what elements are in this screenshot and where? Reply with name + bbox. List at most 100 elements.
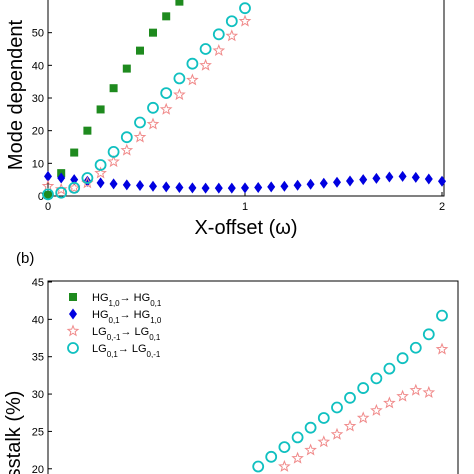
top-series-star-point xyxy=(133,130,147,143)
top-series-circle-point xyxy=(186,57,199,70)
top-series-diamond-point xyxy=(411,171,420,183)
top-series-circle-point xyxy=(68,181,81,194)
top-plot-frame xyxy=(47,0,445,197)
top-series-diamond-point xyxy=(319,177,328,189)
bottom-series-star-point xyxy=(435,342,449,355)
top-x-tick-label: 0 xyxy=(45,201,51,213)
top-series-star-point xyxy=(107,155,120,168)
top-series-diamond-point xyxy=(293,179,302,191)
top-series-diamond-point xyxy=(44,170,52,182)
top-series-square-point xyxy=(162,12,171,21)
top-series-star-point xyxy=(94,166,107,179)
bottom-series-circle-point xyxy=(370,372,383,385)
bottom-series-star-point xyxy=(356,411,370,424)
top-series-square-point xyxy=(175,0,184,6)
top-series-diamond-point xyxy=(424,173,433,185)
top-series-circle-point xyxy=(81,172,94,184)
top-series-star-point xyxy=(186,73,199,86)
bottom-series-star-point xyxy=(396,389,409,402)
legend-square-marker xyxy=(69,293,77,301)
top-series-diamond-point xyxy=(306,178,315,190)
bottom-series-circle-point xyxy=(344,391,356,404)
top-series-square-point xyxy=(135,46,144,55)
bottom-series-circle-point xyxy=(265,450,278,463)
top-series-diamond-point xyxy=(135,180,144,192)
legend-entry-label: HG0,1→ HG1,0 xyxy=(92,309,162,325)
top-x-tick-label: 2 xyxy=(439,201,445,213)
top-series-circle-point xyxy=(147,101,159,114)
top-series-circle-point xyxy=(239,2,251,15)
top-series-star-point xyxy=(159,102,173,115)
top-series-diamond-point xyxy=(359,174,368,186)
top-series-circle-point xyxy=(120,131,133,144)
bottom-series-circle-point xyxy=(422,328,435,341)
top-series-square-point xyxy=(70,148,79,157)
bottom-series-circle-point xyxy=(252,460,265,473)
top-series-diamond-point xyxy=(149,180,158,192)
bottom-series-circle-point xyxy=(317,412,330,424)
top-series-diamond-point xyxy=(346,175,355,187)
top-series-diamond-point xyxy=(227,182,236,194)
top-series-circle-point xyxy=(107,145,120,158)
bottom-y-tick-label: 25 xyxy=(32,426,44,438)
bottom-y-tick-label: 40 xyxy=(32,314,44,326)
bottom-series-star-point xyxy=(409,383,423,396)
top-y-tick-label: 20 xyxy=(32,126,44,138)
bottom-series-star-point xyxy=(330,427,344,440)
bottom-mark-group xyxy=(252,309,449,473)
bottom-series-circle-point xyxy=(436,309,448,322)
bottom-series-star-point xyxy=(370,403,383,416)
bottom-y-tick-label: 30 xyxy=(32,389,44,401)
top-series-circle-point xyxy=(134,116,146,129)
legend-circle-marker xyxy=(67,342,79,354)
top-series-diamond-point xyxy=(254,182,263,194)
bottom-series-circle-point xyxy=(409,341,422,354)
bottom-y-tick-label: 45 xyxy=(32,277,44,289)
bottom-plot-frame xyxy=(47,280,459,474)
top-series-diamond-point xyxy=(398,170,407,182)
top-series-diamond-point xyxy=(214,182,223,194)
top-series-star-point xyxy=(199,58,212,71)
top-series-star-point xyxy=(238,14,252,27)
top-series-diamond-point xyxy=(122,179,131,191)
top-series-star-point xyxy=(67,181,81,194)
top-series-star-point xyxy=(146,117,160,130)
bottom-series-circle-point xyxy=(331,401,343,414)
legend-entry-label: LG0,-1→ LG0,1 xyxy=(92,326,161,342)
top-series-diamond-point xyxy=(372,172,381,184)
bottom-y-tick-label: 20 xyxy=(32,464,44,474)
legend-entry-label: LG0,1→ LG0,-1 xyxy=(92,343,161,359)
top-series-star-point xyxy=(173,88,186,101)
top-series-diamond-point xyxy=(241,182,249,194)
top-series-square-point xyxy=(149,28,158,37)
bottom-series-star-point xyxy=(343,419,357,432)
top-series-circle-point xyxy=(199,43,212,55)
bottom-series-star-point xyxy=(422,385,436,398)
chart-top: 0 10 20 30 40 50 0 1 2 X-offset (ω) Mode depende… xyxy=(5,0,446,239)
bottom-series-circle-point xyxy=(383,362,396,375)
bottom-series-star-point xyxy=(291,451,304,464)
top-series-circle-point xyxy=(160,87,173,99)
top-series-circle-point xyxy=(225,15,238,28)
top-series-square-point xyxy=(122,64,131,73)
bottom-series-star-point xyxy=(317,435,331,448)
top-series-star-point xyxy=(41,179,55,192)
bottom-series-star-point xyxy=(304,443,317,456)
top-series-diamond-point xyxy=(280,180,289,192)
top-y-tick-label: 30 xyxy=(32,93,44,105)
top-series-star-point xyxy=(225,29,239,42)
top-series-square-point xyxy=(83,126,92,135)
top-series-diamond-point xyxy=(57,172,66,184)
top-series-diamond-point xyxy=(438,175,446,187)
top-series-circle-point xyxy=(94,159,107,171)
top-series-diamond-point xyxy=(267,181,276,193)
top-y-tick-label: 40 xyxy=(32,60,44,72)
top-series-diamond-point xyxy=(332,176,341,188)
bottom-series-circle-point xyxy=(357,382,370,394)
top-series-circle-point xyxy=(212,28,225,41)
top-series-star-point xyxy=(54,182,68,195)
top-series-circle-point xyxy=(55,186,68,199)
bottom-y-axis-label: osstalk (%) xyxy=(3,391,25,474)
